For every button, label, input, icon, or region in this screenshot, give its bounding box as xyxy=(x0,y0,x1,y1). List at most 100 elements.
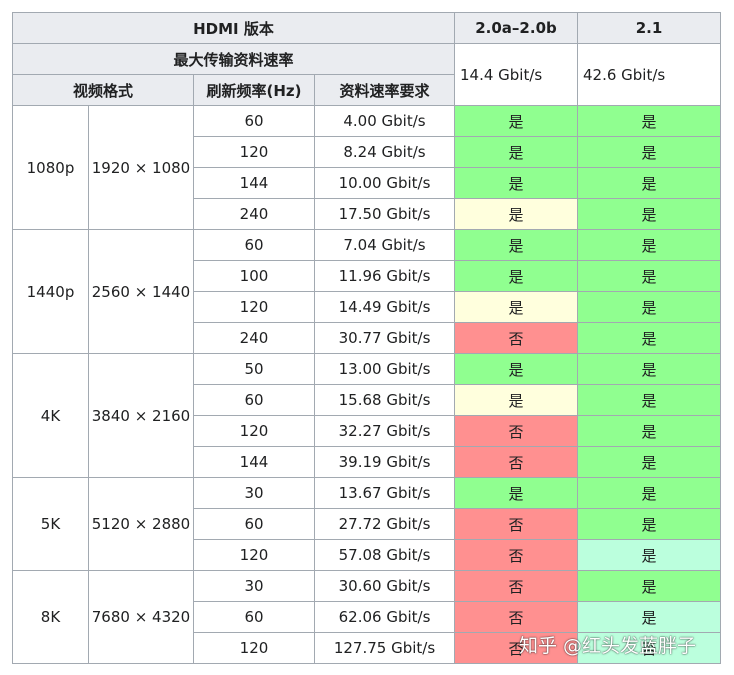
support-cell-hdmi-2-0: 是 xyxy=(454,477,578,509)
table-row: 60 62.06 Gbit/s 否是 xyxy=(13,601,721,633)
refresh-rate-cell: 120 xyxy=(193,632,315,664)
table-row: 120 32.27 Gbit/s 否是 xyxy=(13,415,721,447)
refresh-rate-cell: 120 xyxy=(193,291,315,323)
data-rate-cell: 13.00 Gbit/s xyxy=(314,353,455,385)
max-rate-2-0: 14.4 Gbit/s xyxy=(454,43,578,106)
support-cell-hdmi-2-1: 是 xyxy=(577,446,721,478)
refresh-rate-cell: 144 xyxy=(193,167,315,199)
support-cell-hdmi-2-0: 是 xyxy=(454,291,578,323)
support-cell-hdmi-2-1: 是 xyxy=(577,570,721,602)
table-body: 1080p 1920 × 1080 60 4.00 Gbit/s 是是 120 8.24 G… xyxy=(12,105,721,664)
max-rate-2-1: 42.6 Gbit/s xyxy=(577,43,721,106)
refresh-rate-cell: 50 xyxy=(193,353,315,385)
support-cell-hdmi-2-1: 是 xyxy=(577,601,721,633)
support-cell-hdmi-2-1: 是 xyxy=(577,322,721,354)
format-cell: 8K xyxy=(12,570,89,664)
data-rate-header: 资料速率要求 xyxy=(314,74,455,106)
support-cell-hdmi-2-0: 否 xyxy=(454,601,578,633)
support-cell-hdmi-2-0: 否 xyxy=(454,415,578,447)
data-rate-cell: 10.00 Gbit/s xyxy=(314,167,455,199)
resolution-cell: 1920 × 1080 xyxy=(88,105,194,230)
support-cell-hdmi-2-0: 是 xyxy=(454,105,578,137)
support-cell-hdmi-2-1: 是 xyxy=(577,260,721,292)
support-cell-hdmi-2-1: 是 xyxy=(577,167,721,199)
data-rate-cell: 8.24 Gbit/s xyxy=(314,136,455,168)
hdmi-bandwidth-table: HDMI 版本 2.0a–2.0b 2.1 最大传输资料速率 14.4 Gbit… xyxy=(12,12,721,664)
support-cell-hdmi-2-1: 是 xyxy=(577,136,721,168)
format-cell: 1080p xyxy=(12,105,89,230)
data-rate-cell: 15.68 Gbit/s xyxy=(314,384,455,416)
support-cell-hdmi-2-0: 是 xyxy=(454,198,578,230)
refresh-rate-cell: 144 xyxy=(193,446,315,478)
support-cell-hdmi-2-1: 是 xyxy=(577,508,721,540)
data-rate-cell: 27.72 Gbit/s xyxy=(314,508,455,540)
format-cell: 5K xyxy=(12,477,89,571)
refresh-rate-cell: 100 xyxy=(193,260,315,292)
table-row: 120 127.75 Gbit/s 否否 xyxy=(13,632,721,664)
version-header-2-1: 2.1 xyxy=(577,12,721,44)
refresh-rate-header: 刷新频率(Hz) xyxy=(193,74,315,106)
support-cell-hdmi-2-1: 是 xyxy=(577,384,721,416)
data-rate-cell: 57.08 Gbit/s xyxy=(314,539,455,571)
table-row: 144 10.00 Gbit/s 是是 xyxy=(13,167,721,199)
video-format-header: 视频格式 xyxy=(12,74,194,106)
support-cell-hdmi-2-0: 是 xyxy=(454,136,578,168)
refresh-rate-cell: 120 xyxy=(193,136,315,168)
refresh-rate-cell: 30 xyxy=(193,477,315,509)
data-rate-cell: 30.60 Gbit/s xyxy=(314,570,455,602)
table-row: 60 15.68 Gbit/s 是是 xyxy=(13,384,721,416)
table-row: 60 27.72 Gbit/s 否是 xyxy=(13,508,721,540)
support-cell-hdmi-2-1: 是 xyxy=(577,415,721,447)
table-row: 1080p 1920 × 1080 60 4.00 Gbit/s 是是 xyxy=(12,105,721,230)
support-cell-hdmi-2-0: 否 xyxy=(454,446,578,478)
refresh-rate-cell: 120 xyxy=(193,415,315,447)
version-header-2-0: 2.0a–2.0b xyxy=(454,12,578,44)
table-row: 1440p 2560 × 1440 60 7.04 Gbit/s 是是 xyxy=(12,229,721,354)
table-row: 5K 5120 × 2880 30 13.67 Gbit/s 是是 xyxy=(12,477,721,571)
support-cell-hdmi-2-0: 是 xyxy=(454,353,578,385)
support-cell-hdmi-2-0: 是 xyxy=(454,384,578,416)
table-row: 144 39.19 Gbit/s 否是 xyxy=(13,446,721,478)
data-rate-cell: 62.06 Gbit/s xyxy=(314,601,455,633)
support-cell-hdmi-2-1: 否 xyxy=(577,632,721,664)
data-rate-cell: 32.27 Gbit/s xyxy=(314,415,455,447)
data-rate-cell: 127.75 Gbit/s xyxy=(314,632,455,664)
support-cell-hdmi-2-0: 否 xyxy=(454,322,578,354)
support-cell-hdmi-2-1: 是 xyxy=(577,477,721,509)
support-cell-hdmi-2-1: 是 xyxy=(577,198,721,230)
support-cell-hdmi-2-1: 是 xyxy=(577,353,721,385)
hdmi-version-header: HDMI 版本 xyxy=(12,12,455,44)
refresh-rate-cell: 60 xyxy=(193,601,315,633)
resolution-cell: 2560 × 1440 xyxy=(88,229,194,354)
support-cell-hdmi-2-0: 否 xyxy=(454,539,578,571)
table-row: 120 14.49 Gbit/s 是是 xyxy=(13,291,721,323)
table-row: 240 17.50 Gbit/s 是是 xyxy=(13,198,721,230)
refresh-rate-cell: 120 xyxy=(193,539,315,571)
table-row: 120 8.24 Gbit/s 是是 xyxy=(13,136,721,168)
data-rate-cell: 11.96 Gbit/s xyxy=(314,260,455,292)
support-cell-hdmi-2-0: 否 xyxy=(454,570,578,602)
format-cell: 4K xyxy=(12,353,89,478)
support-cell-hdmi-2-0: 否 xyxy=(454,508,578,540)
support-cell-hdmi-2-1: 是 xyxy=(577,229,721,261)
data-rate-cell: 14.49 Gbit/s xyxy=(314,291,455,323)
data-rate-cell: 17.50 Gbit/s xyxy=(314,198,455,230)
support-cell-hdmi-2-0: 否 xyxy=(454,632,578,664)
data-rate-cell: 13.67 Gbit/s xyxy=(314,477,455,509)
support-cell-hdmi-2-0: 是 xyxy=(454,229,578,261)
data-rate-cell: 39.19 Gbit/s xyxy=(314,446,455,478)
table-row: 4K 3840 × 2160 50 13.00 Gbit/s 是是 xyxy=(12,353,721,478)
format-cell: 1440p xyxy=(12,229,89,354)
support-cell-hdmi-2-0: 是 xyxy=(454,260,578,292)
refresh-rate-cell: 60 xyxy=(193,384,315,416)
support-cell-hdmi-2-1: 是 xyxy=(577,105,721,137)
resolution-cell: 5120 × 2880 xyxy=(88,477,194,571)
support-cell-hdmi-2-1: 是 xyxy=(577,291,721,323)
max-rate-header: 最大传输资料速率 xyxy=(12,43,455,75)
refresh-rate-cell: 60 xyxy=(193,105,315,137)
resolution-cell: 7680 × 4320 xyxy=(88,570,194,664)
table-row: 240 30.77 Gbit/s 否是 xyxy=(13,322,721,354)
data-rate-cell: 4.00 Gbit/s xyxy=(314,105,455,137)
data-rate-cell: 30.77 Gbit/s xyxy=(314,322,455,354)
refresh-rate-cell: 60 xyxy=(193,229,315,261)
